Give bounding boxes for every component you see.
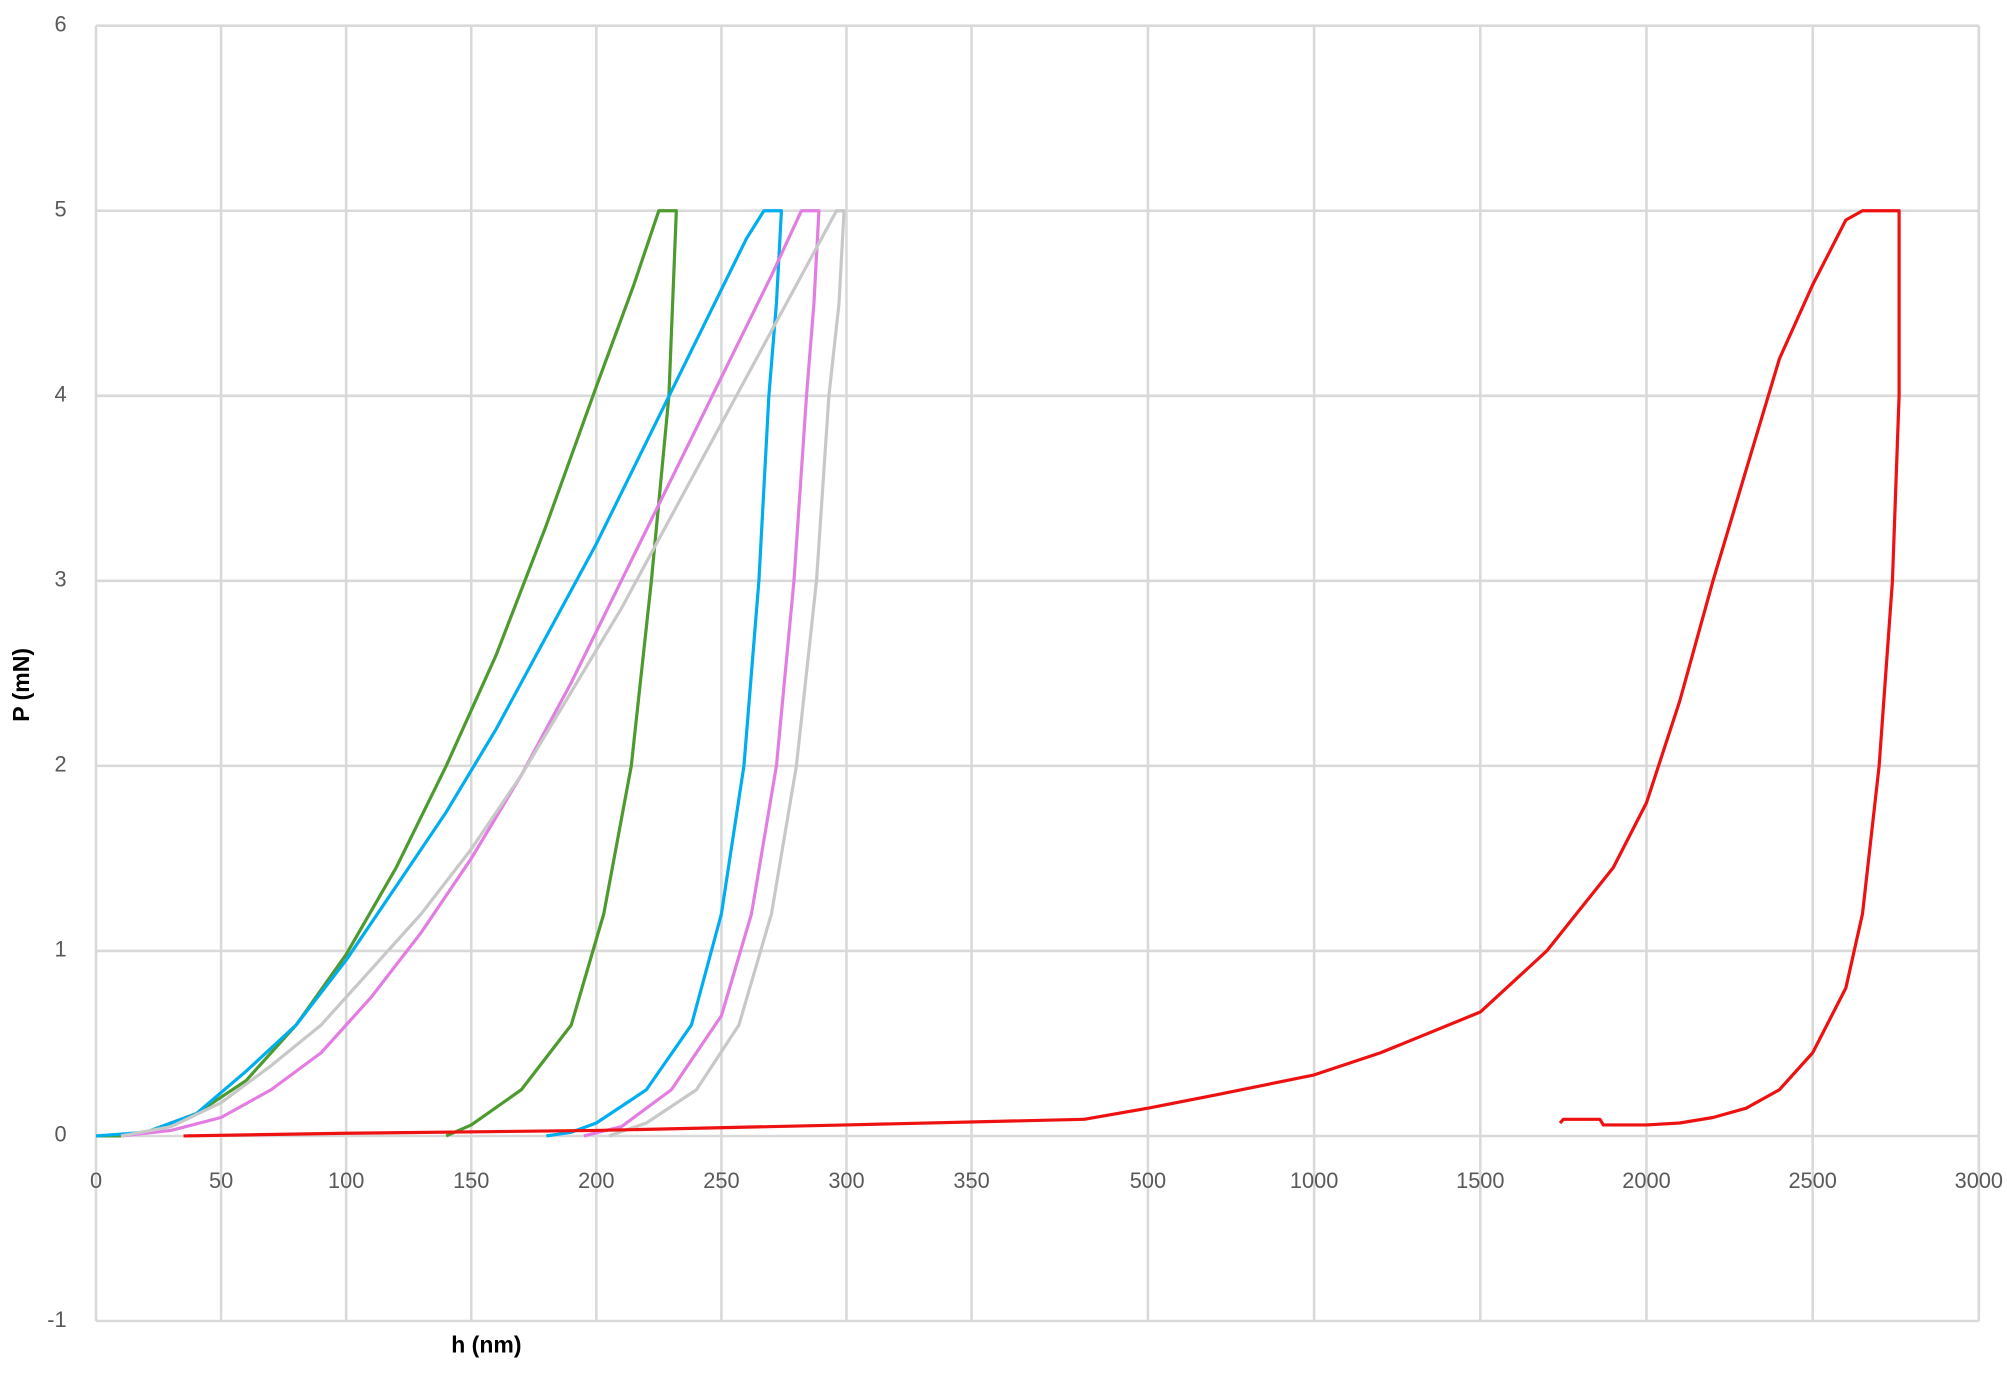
x-tick-label: 1000	[1290, 1168, 1338, 1193]
y-tick-label: -1	[47, 1307, 66, 1332]
curve	[183, 209, 1901, 1138]
y-tick-label: 5	[54, 196, 66, 221]
y-axis-title: P (mN)	[8, 648, 34, 722]
y-tick-label: 4	[54, 382, 66, 407]
y-tick-label: 0	[54, 1122, 66, 1147]
x-tick-label: 350	[953, 1168, 989, 1193]
x-tick-label: 2500	[1788, 1168, 1836, 1193]
x-tick-label: 100	[328, 1168, 364, 1193]
x-tick-label: 200	[578, 1168, 614, 1193]
curve	[120, 209, 821, 1138]
x-tick-label: 250	[703, 1168, 739, 1193]
curve	[95, 209, 678, 1138]
x-tick-label: 500	[1130, 1168, 1166, 1193]
x-tick-label: 50	[209, 1168, 233, 1193]
x-tick-label: 300	[828, 1168, 864, 1193]
x-tick-label: 3000	[1955, 1168, 2003, 1193]
y-tick-label: 6	[54, 11, 66, 36]
curve	[120, 209, 846, 1138]
curve	[95, 209, 784, 1138]
y-tick-label: 3	[54, 567, 66, 592]
y-tick-label: 2	[54, 752, 66, 777]
x-axis-title: h (nm)	[451, 1332, 521, 1358]
x-tick-label: 0	[90, 1168, 102, 1193]
x-tick-label: 150	[453, 1168, 489, 1193]
x-tick-label: 2000	[1622, 1168, 1670, 1193]
y-tick-label: 1	[54, 937, 66, 962]
x-tick-label: 1500	[1456, 1168, 1504, 1193]
